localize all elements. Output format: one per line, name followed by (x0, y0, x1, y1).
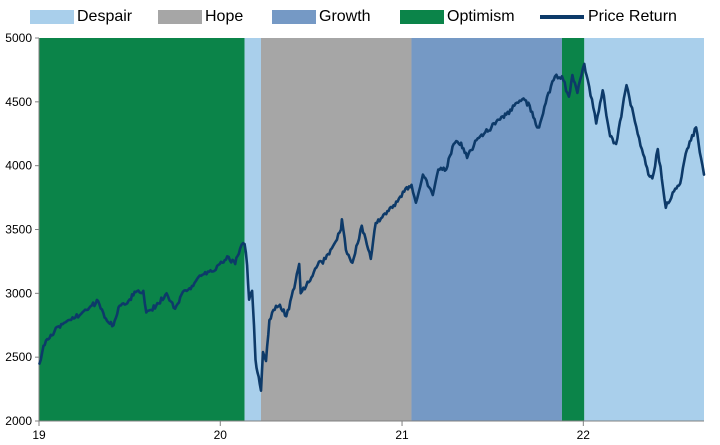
legend-item-despair: Despair (30, 6, 132, 28)
legend-item-hope: Hope (158, 6, 243, 28)
y-tick-label: 4500 (5, 95, 32, 109)
legend-swatch-despair (30, 10, 74, 24)
price-return-series (38, 62, 706, 392)
legend-label-price-return: Price Return (588, 8, 677, 25)
regime-band-optimism (39, 38, 245, 421)
legend-line-price-return (540, 15, 584, 19)
y-tick-label: 2000 (5, 414, 32, 428)
x-tick-label: 21 (395, 428, 409, 442)
legend-swatch-growth (272, 10, 316, 24)
legend-swatch-hope (158, 10, 202, 24)
x-axis: 19 20 21 22 (32, 421, 590, 442)
regime-band-despair (244, 38, 261, 421)
y-tick-label: 4000 (5, 159, 32, 173)
y-tick-label: 5000 (5, 31, 32, 45)
legend-swatch-optimism (400, 10, 444, 24)
x-tick-label: 20 (214, 428, 228, 442)
legend-item-optimism: Optimism (400, 6, 515, 28)
x-tick-label: 19 (32, 428, 46, 442)
price-return-line (38, 62, 706, 392)
y-tick-label: 3000 (5, 286, 32, 300)
x-tick-label: 22 (577, 428, 591, 442)
legend-label-despair: Despair (77, 8, 133, 25)
legend-item-price-return: Price Return (540, 6, 677, 28)
y-tick-label: 2500 (5, 350, 32, 364)
legend-label-optimism: Optimism (447, 8, 515, 25)
legend-label-growth: Growth (319, 8, 371, 25)
regime-band-hope (260, 38, 412, 421)
y-tick-label: 3500 (5, 223, 32, 237)
legend: Despair Hope Growth Optimism Price Retur… (0, 6, 720, 28)
regime-band-optimism (561, 38, 585, 421)
y-axis: 2000 2500 3000 3500 4000 4500 5000 (5, 31, 39, 428)
legend-item-growth: Growth (272, 6, 371, 28)
regime-band-growth (411, 38, 562, 421)
legend-label-hope: Hope (205, 8, 244, 25)
